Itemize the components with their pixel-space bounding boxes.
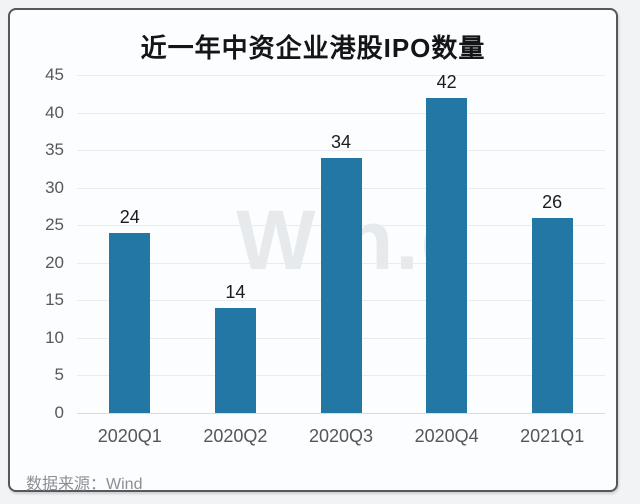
bar (109, 232, 151, 413)
bar (531, 217, 573, 413)
bar (426, 97, 468, 413)
x-tick-label: 2020Q3 (308, 426, 374, 446)
gridline (77, 150, 605, 152)
y-tick-label: 35 (45, 140, 64, 160)
bar-value-label: 14 (225, 281, 246, 302)
y-tick-label: 10 (45, 327, 64, 347)
y-tick-label: 30 (45, 177, 64, 197)
bar-value-label: 42 (436, 71, 457, 92)
y-tick-label: 20 (45, 252, 64, 272)
y-tick-label: 25 (45, 215, 64, 235)
chart-card: 近一年中资企业港股IPO数量 Win.d 4540353025201510502… (8, 8, 618, 494)
data-source-value: Wind (106, 476, 143, 493)
gridline (77, 112, 605, 114)
gridline (77, 413, 605, 414)
x-tick-label: 2021Q1 (520, 426, 585, 446)
chart-title: 近一年中资企业港股IPO数量 (140, 33, 486, 63)
bar-value-label: 24 (119, 206, 140, 227)
x-tick-label: 2020Q1 (97, 426, 162, 446)
gridline (77, 75, 605, 76)
y-tick-label: 15 (45, 290, 64, 310)
y-tick-label: 0 (54, 403, 64, 422)
y-tick-label: 5 (54, 365, 64, 385)
y-tick-label: 45 (45, 65, 64, 84)
bar-chart-plot-area: 45 40 35 30 25 20 15 10 5 0 24 2020Q1 14 2020Q2 34 2020… (10, 10, 616, 490)
x-tick-label: 2020Q4 (414, 426, 479, 446)
x-tick-label: 2020Q2 (203, 426, 268, 446)
data-source-label: 数据来源： (26, 476, 107, 493)
bar (214, 307, 256, 413)
y-tick-label: 40 (45, 102, 64, 122)
bar-value-label: 34 (330, 131, 352, 152)
bar-value-label: 26 (542, 191, 563, 212)
bar (320, 157, 362, 413)
data-source-note: 数据来源：Wind (26, 470, 142, 494)
